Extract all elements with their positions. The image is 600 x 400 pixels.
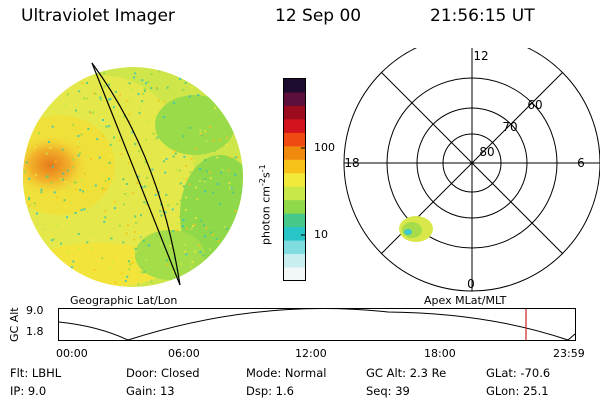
left-projection-label: Geographic Lat/Lon	[70, 294, 178, 307]
colorbar	[283, 78, 306, 282]
seq-field: Seq: 39	[366, 384, 410, 398]
x-tick-0000: 00:00	[56, 347, 88, 360]
mlt-label-6: 6	[577, 156, 585, 170]
dsp-field: Dsp: 1.6	[246, 384, 294, 398]
time-label: 21:56:15 UT	[430, 6, 535, 26]
colorbar-segment	[284, 105, 305, 120]
colorbar-tick-10: 10	[314, 228, 328, 241]
date-label: 12 Sep 00	[275, 6, 362, 26]
flt-field: Flt: LBHL	[10, 366, 62, 380]
colorbar-segment	[284, 159, 305, 174]
right-projection-label: Apex MLat/MLT	[424, 294, 507, 307]
colorbar-unit-label: photon cm-2s-1	[258, 164, 273, 245]
colorbar-segment	[284, 213, 305, 228]
speckle-layer	[23, 70, 243, 286]
mlt-label-12: 12	[473, 49, 488, 63]
colorbar-segment	[284, 186, 305, 201]
timeline-ymin: 1.8	[26, 325, 44, 338]
colorbar-segment	[284, 132, 305, 147]
timeline-ymax: 9.0	[26, 304, 44, 317]
x-tick-2359: 23:59	[553, 347, 585, 360]
x-tick-1200: 12:00	[295, 347, 327, 360]
lat-label-70: 70	[502, 120, 517, 134]
colorbar-segment	[284, 173, 305, 188]
timeline-plot	[58, 308, 576, 341]
x-tick-1800: 18:00	[424, 347, 456, 360]
mode-field: Mode: Normal	[246, 366, 327, 380]
lat-label-80: 80	[479, 145, 494, 159]
polar-plot: 80 70 60 12 18 6 0	[343, 48, 600, 292]
glat-field: GLat: -70.6	[486, 366, 551, 380]
colorbar-segment	[284, 267, 305, 282]
colorbar-segment	[284, 200, 305, 215]
auroral-blob	[399, 216, 433, 242]
mlt-label-0: 0	[467, 277, 475, 291]
colorbar-segment	[284, 240, 305, 255]
ip-field: IP: 9.0	[10, 384, 47, 398]
timeline-ylabel: GC Alt	[8, 307, 21, 342]
glon-field: GLon: 25.1	[486, 384, 549, 398]
colorbar-segment	[284, 92, 305, 107]
mlt-label-18: 18	[344, 156, 359, 170]
lat-label-60: 60	[527, 98, 542, 112]
gc-alt-field: GC Alt: 2.3 Re	[366, 366, 447, 380]
colorbar-segment	[284, 79, 305, 93]
colorbar-segment	[284, 254, 305, 269]
auroral-image	[23, 62, 243, 287]
colorbar-segment	[284, 227, 305, 242]
colorbar-tick-100: 100	[314, 141, 335, 154]
colorbar-segment	[284, 146, 305, 161]
x-tick-0600: 06:00	[168, 347, 200, 360]
terminator-curve	[91, 62, 181, 286]
colorbar-segment	[284, 119, 305, 134]
gain-field: Gain: 13	[126, 384, 175, 398]
terminator-line	[91, 62, 181, 286]
instrument-title: Ultraviolet Imager	[21, 6, 175, 26]
door-field: Door: Closed	[126, 366, 200, 380]
